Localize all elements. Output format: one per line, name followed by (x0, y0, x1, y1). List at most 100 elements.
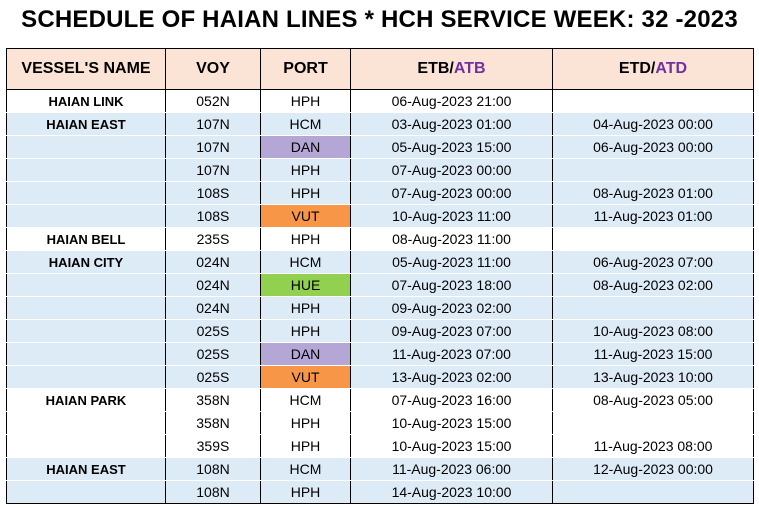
etb-cell: 11-Aug-2023 06:00 (350, 457, 553, 481)
etb-cell: 05-Aug-2023 15:00 (350, 135, 553, 159)
port-cell: HPH (260, 158, 351, 182)
header-etb-atb: ETB/ATB (350, 48, 553, 90)
header-etb-label: ETB/ (417, 60, 454, 77)
etb-cell: 06-Aug-2023 21:00 (350, 89, 553, 113)
etd-cell: 10-Aug-2023 08:00 (552, 319, 754, 343)
etd-cell: 06-Aug-2023 00:00 (552, 135, 754, 159)
port-cell: HPH (260, 296, 351, 320)
etd-cell: 12-Aug-2023 00:00 (552, 457, 754, 481)
etd-cell: 06-Aug-2023 07:00 (552, 250, 754, 274)
etd-cell (552, 158, 754, 182)
etb-cell: 13-Aug-2023 02:00 (350, 365, 553, 389)
vessel-name-cell: HAIAN PARK (6, 388, 166, 412)
etd-cell (552, 89, 754, 113)
vessel-name-cell: HAIAN EAST (6, 457, 166, 481)
port-cell: HCM (260, 250, 351, 274)
port-cell: HCM (260, 112, 351, 136)
etb-cell: 10-Aug-2023 15:00 (350, 434, 553, 458)
vessel-name-cell (6, 181, 166, 205)
etd-cell: 11-Aug-2023 08:00 (552, 434, 754, 458)
table-row: 108S HPH 07-Aug-2023 00:00 08-Aug-2023 01:0… (6, 181, 754, 205)
etb-cell: 08-Aug-2023 11:00 (350, 227, 553, 251)
port-cell: HPH (260, 89, 351, 113)
header-row: VESSEL'S NAME VOY PORT ETB/ATB ETD/ATD (6, 48, 754, 90)
etd-cell: 04-Aug-2023 00:00 (552, 112, 754, 136)
table-row: 025S VUT 13-Aug-2023 02:00 13-Aug-2023 10:0… (6, 365, 754, 389)
header-atd-label: ATD (655, 60, 688, 77)
port-cell: HPH (260, 227, 351, 251)
etb-cell: 09-Aug-2023 02:00 (350, 296, 553, 320)
voy-cell: 108N (165, 480, 261, 504)
etd-cell (552, 411, 754, 435)
table-row: 108S VUT 10-Aug-2023 11:00 11-Aug-2023 01:0… (6, 204, 754, 228)
table-row: HAIAN BELL 235S HPH 08-Aug-2023 11:00 (6, 227, 754, 251)
port-cell: HCM (260, 388, 351, 412)
table-row: 025S DAN 11-Aug-2023 07:00 11-Aug-2023 15:0… (6, 342, 754, 366)
table-row: 024N HPH 09-Aug-2023 02:00 (6, 296, 754, 320)
table-row: HAIAN LINK 052N HPH 06-Aug-2023 21:00 (6, 89, 754, 113)
etd-cell: 13-Aug-2023 10:00 (552, 365, 754, 389)
vessel-name-cell (6, 135, 166, 159)
table-row: 359S HPH 10-Aug-2023 15:00 11-Aug-2023 08:0… (6, 434, 754, 458)
vessel-name-cell (6, 365, 166, 389)
voy-cell: 358N (165, 411, 261, 435)
voy-cell: 107N (165, 158, 261, 182)
vessel-name-cell: HAIAN LINK (6, 89, 166, 113)
header-atb-label: ATB (453, 60, 486, 77)
vessel-name-cell (6, 480, 166, 504)
header-voy: VOY (165, 48, 261, 90)
vessel-name-cell: HAIAN BELL (6, 227, 166, 251)
voy-cell: 235S (165, 227, 261, 251)
table-row: HAIAN PARK 358N HCM 07-Aug-2023 16:00 08-Aug… (6, 388, 754, 412)
header-etd-atd: ETD/ATD (552, 48, 754, 90)
table-row: HAIAN CITY 024N HCM 05-Aug-2023 11:00 06-Aug… (6, 250, 754, 274)
header-etd-label: ETD/ (618, 60, 656, 77)
header-port: PORT (260, 48, 351, 90)
vessel-name-cell (6, 158, 166, 182)
voy-cell: 358N (165, 388, 261, 412)
voy-cell: 052N (165, 89, 261, 113)
vessel-name-cell (6, 342, 166, 366)
table-row: 358N HPH 10-Aug-2023 15:00 (6, 411, 754, 435)
table-row: 107N HPH 07-Aug-2023 00:00 (6, 158, 754, 182)
etb-cell: 14-Aug-2023 10:00 (350, 480, 553, 504)
port-cell: HPH (260, 181, 351, 205)
port-cell: DAN (260, 342, 351, 366)
voy-cell: 025S (165, 342, 261, 366)
voy-cell: 025S (165, 319, 261, 343)
vessel-name-cell (6, 204, 166, 228)
etb-cell: 05-Aug-2023 11:00 (350, 250, 553, 274)
voy-cell: 108N (165, 457, 261, 481)
vessel-name-cell: HAIAN EAST (6, 112, 166, 136)
voy-cell: 024N (165, 273, 261, 297)
schedule-body: HAIAN LINK 052N HPH 06-Aug-2023 21:00 HAIAN … (6, 89, 754, 504)
table-row: HAIAN EAST 108N HCM 11-Aug-2023 06:00 12-Aug… (6, 457, 754, 481)
etb-cell: 03-Aug-2023 01:00 (350, 112, 553, 136)
etd-cell: 08-Aug-2023 01:00 (552, 181, 754, 205)
etd-cell (552, 296, 754, 320)
table-row: 024N HUE 07-Aug-2023 18:00 08-Aug-2023 02:0… (6, 273, 754, 297)
voy-cell: 108S (165, 204, 261, 228)
vessel-name-cell (6, 319, 166, 343)
etd-cell: 11-Aug-2023 01:00 (552, 204, 754, 228)
vessel-name-cell (6, 296, 166, 320)
vessel-name-cell (6, 411, 166, 435)
etd-cell (552, 227, 754, 251)
table-row: 025S HPH 09-Aug-2023 07:00 10-Aug-2023 08:0… (6, 319, 754, 343)
etb-cell: 11-Aug-2023 07:00 (350, 342, 553, 366)
port-cell: HPH (260, 434, 351, 458)
port-cell: HPH (260, 411, 351, 435)
port-cell: HPH (260, 480, 351, 504)
voy-cell: 359S (165, 434, 261, 458)
voy-cell: 024N (165, 296, 261, 320)
port-cell: HCM (260, 457, 351, 481)
voy-cell: 107N (165, 135, 261, 159)
table-row: 107N DAN 05-Aug-2023 15:00 06-Aug-2023 00:0… (6, 135, 754, 159)
etb-cell: 07-Aug-2023 00:00 (350, 181, 553, 205)
port-cell: HPH (260, 319, 351, 343)
etd-cell: 08-Aug-2023 02:00 (552, 273, 754, 297)
etb-cell: 07-Aug-2023 18:00 (350, 273, 553, 297)
vessel-name-cell (6, 273, 166, 297)
port-cell: VUT (260, 365, 351, 389)
etd-cell (552, 480, 754, 504)
